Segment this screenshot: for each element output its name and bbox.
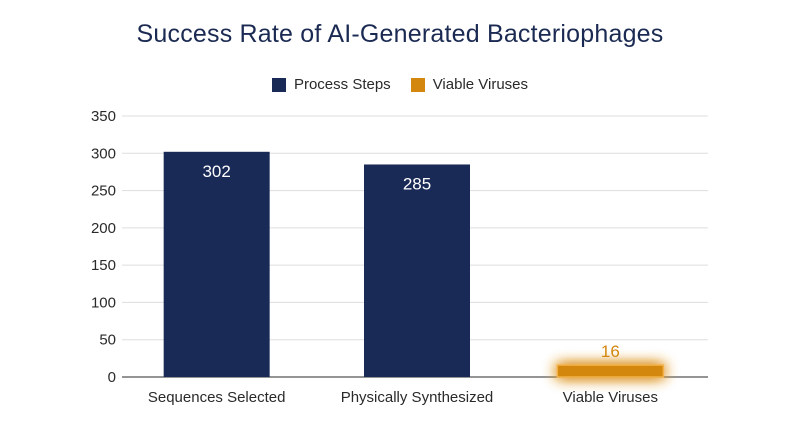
y-tick-label: 50 (99, 332, 116, 349)
chart-title: Success Rate of AI-Generated Bacteriopha… (136, 20, 664, 48)
y-tick-label: 100 (91, 294, 116, 311)
y-tick-label: 0 (108, 369, 116, 386)
data-label: 16 (601, 342, 620, 361)
category-label: Sequences Selected (148, 389, 286, 406)
category-label: Viable Viruses (563, 389, 658, 406)
y-tick-label: 300 (91, 145, 116, 162)
legend-label-process-steps: Process Steps (293, 76, 391, 93)
bar-physically-synthesized (364, 164, 470, 377)
y-tick-label: 200 (91, 220, 116, 237)
y-tick-label: 250 (91, 183, 116, 200)
category-label: Physically Synthesized (341, 389, 494, 406)
data-label: 302 (202, 162, 230, 181)
legend-swatch-viable-viruses (410, 77, 425, 92)
bar-viable-viruses (556, 364, 665, 378)
y-tick-label: 350 (91, 108, 116, 125)
legend-item-process-steps: Process Steps (271, 76, 391, 93)
bar-sequences-selected (163, 151, 270, 377)
data-label: 285 (403, 174, 431, 193)
legend-label-viable-viruses: Viable Viruses (432, 76, 529, 93)
legend-swatch-process-steps (271, 77, 286, 92)
legend-item-viable-viruses: Viable Viruses (410, 76, 529, 93)
y-tick-label: 150 (91, 257, 116, 274)
chart-legend: Process Steps Viable Viruses (0, 76, 800, 93)
